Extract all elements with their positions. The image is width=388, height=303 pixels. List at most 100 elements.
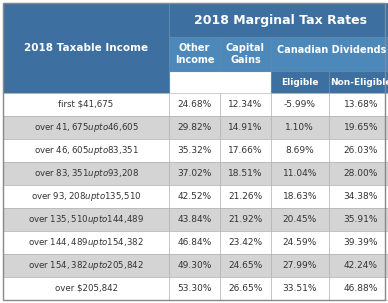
- Bar: [3, 254, 169, 277]
- Text: 19.65%: 19.65%: [343, 123, 378, 132]
- Text: 29.82%: 29.82%: [177, 123, 212, 132]
- Bar: [169, 185, 220, 208]
- Text: 42.24%: 42.24%: [344, 261, 378, 270]
- Text: 13.68%: 13.68%: [343, 100, 378, 109]
- Text: 35.91%: 35.91%: [343, 215, 378, 224]
- Bar: [271, 208, 329, 231]
- Bar: [220, 37, 271, 71]
- Text: 43.84%: 43.84%: [177, 215, 212, 224]
- Bar: [271, 139, 329, 162]
- Bar: [220, 139, 271, 162]
- Bar: [329, 139, 388, 162]
- Text: 1.10%: 1.10%: [286, 123, 314, 132]
- Bar: [220, 254, 271, 277]
- Bar: [3, 139, 169, 162]
- Text: 49.30%: 49.30%: [177, 261, 212, 270]
- Bar: [271, 116, 329, 139]
- Bar: [220, 116, 271, 139]
- Text: 21.92%: 21.92%: [228, 215, 263, 224]
- Text: over $41,675 up to $46,605: over $41,675 up to $46,605: [34, 121, 139, 134]
- Bar: [220, 231, 271, 254]
- Text: Capital
Gains: Capital Gains: [226, 43, 265, 65]
- Bar: [3, 93, 169, 116]
- Bar: [220, 185, 271, 208]
- Text: Non-Eligible: Non-Eligible: [330, 78, 388, 86]
- Bar: [3, 208, 169, 231]
- Bar: [169, 231, 220, 254]
- Text: 46.84%: 46.84%: [177, 238, 212, 247]
- Bar: [169, 254, 220, 277]
- Bar: [3, 162, 169, 185]
- Text: 33.51%: 33.51%: [282, 284, 317, 293]
- Bar: [3, 231, 169, 254]
- Text: 2018 Marginal Tax Rates: 2018 Marginal Tax Rates: [194, 14, 367, 27]
- Text: 23.42%: 23.42%: [228, 238, 262, 247]
- Bar: [169, 162, 220, 185]
- Bar: [220, 93, 271, 116]
- Bar: [169, 277, 220, 300]
- Text: Other
Income: Other Income: [175, 43, 214, 65]
- Bar: [169, 93, 220, 116]
- Text: over $93,208 up to $135,510: over $93,208 up to $135,510: [31, 190, 141, 203]
- Bar: [329, 254, 388, 277]
- Bar: [271, 231, 329, 254]
- Bar: [329, 277, 388, 300]
- Bar: [3, 116, 169, 139]
- Bar: [329, 93, 388, 116]
- Text: 24.68%: 24.68%: [177, 100, 212, 109]
- Bar: [3, 3, 169, 93]
- Text: 26.03%: 26.03%: [343, 146, 378, 155]
- Bar: [271, 185, 329, 208]
- Bar: [329, 162, 388, 185]
- Bar: [169, 116, 220, 139]
- Bar: [329, 231, 388, 254]
- Text: 14.91%: 14.91%: [228, 123, 263, 132]
- Text: 35.32%: 35.32%: [177, 146, 212, 155]
- Text: over $46,605 up to $83,351: over $46,605 up to $83,351: [34, 144, 139, 157]
- Text: 12.34%: 12.34%: [228, 100, 263, 109]
- Text: Canadian Dividends: Canadian Dividends: [277, 45, 386, 55]
- Text: 46.88%: 46.88%: [343, 284, 378, 293]
- Text: over $205,842: over $205,842: [55, 284, 118, 293]
- Bar: [169, 3, 388, 37]
- Text: 42.52%: 42.52%: [178, 192, 211, 201]
- Text: 39.39%: 39.39%: [343, 238, 378, 247]
- Bar: [220, 208, 271, 231]
- Bar: [169, 139, 220, 162]
- Text: 53.30%: 53.30%: [177, 284, 212, 293]
- Text: 27.99%: 27.99%: [282, 261, 317, 270]
- Text: 34.38%: 34.38%: [343, 192, 378, 201]
- Text: Eligible: Eligible: [281, 78, 319, 86]
- Bar: [271, 162, 329, 185]
- Bar: [271, 71, 329, 93]
- Text: over $154,382 up to $205,842: over $154,382 up to $205,842: [28, 259, 144, 272]
- Bar: [271, 277, 329, 300]
- Text: 28.00%: 28.00%: [343, 169, 378, 178]
- Bar: [3, 277, 169, 300]
- Text: -5.99%: -5.99%: [284, 100, 316, 109]
- Text: 20.45%: 20.45%: [283, 215, 317, 224]
- Text: 8.69%: 8.69%: [286, 146, 314, 155]
- Text: first $41,675: first $41,675: [59, 100, 114, 109]
- Bar: [271, 93, 329, 116]
- Text: 24.59%: 24.59%: [283, 238, 317, 247]
- Text: 26.65%: 26.65%: [228, 284, 263, 293]
- Bar: [329, 71, 388, 93]
- Bar: [271, 254, 329, 277]
- Bar: [329, 185, 388, 208]
- Text: 18.63%: 18.63%: [282, 192, 317, 201]
- Text: 17.66%: 17.66%: [228, 146, 263, 155]
- Bar: [169, 208, 220, 231]
- Text: over $135,510 up to $144,489: over $135,510 up to $144,489: [28, 213, 144, 226]
- Text: 2018 Taxable Income: 2018 Taxable Income: [24, 43, 148, 53]
- Text: over $144,489 up to $154,382: over $144,489 up to $154,382: [28, 236, 144, 249]
- Bar: [329, 116, 388, 139]
- Text: 24.65%: 24.65%: [228, 261, 263, 270]
- Bar: [329, 208, 388, 231]
- Text: 11.04%: 11.04%: [282, 169, 317, 178]
- Text: 37.02%: 37.02%: [177, 169, 212, 178]
- Bar: [220, 162, 271, 185]
- Bar: [3, 185, 169, 208]
- Text: 18.51%: 18.51%: [228, 169, 263, 178]
- Bar: [220, 277, 271, 300]
